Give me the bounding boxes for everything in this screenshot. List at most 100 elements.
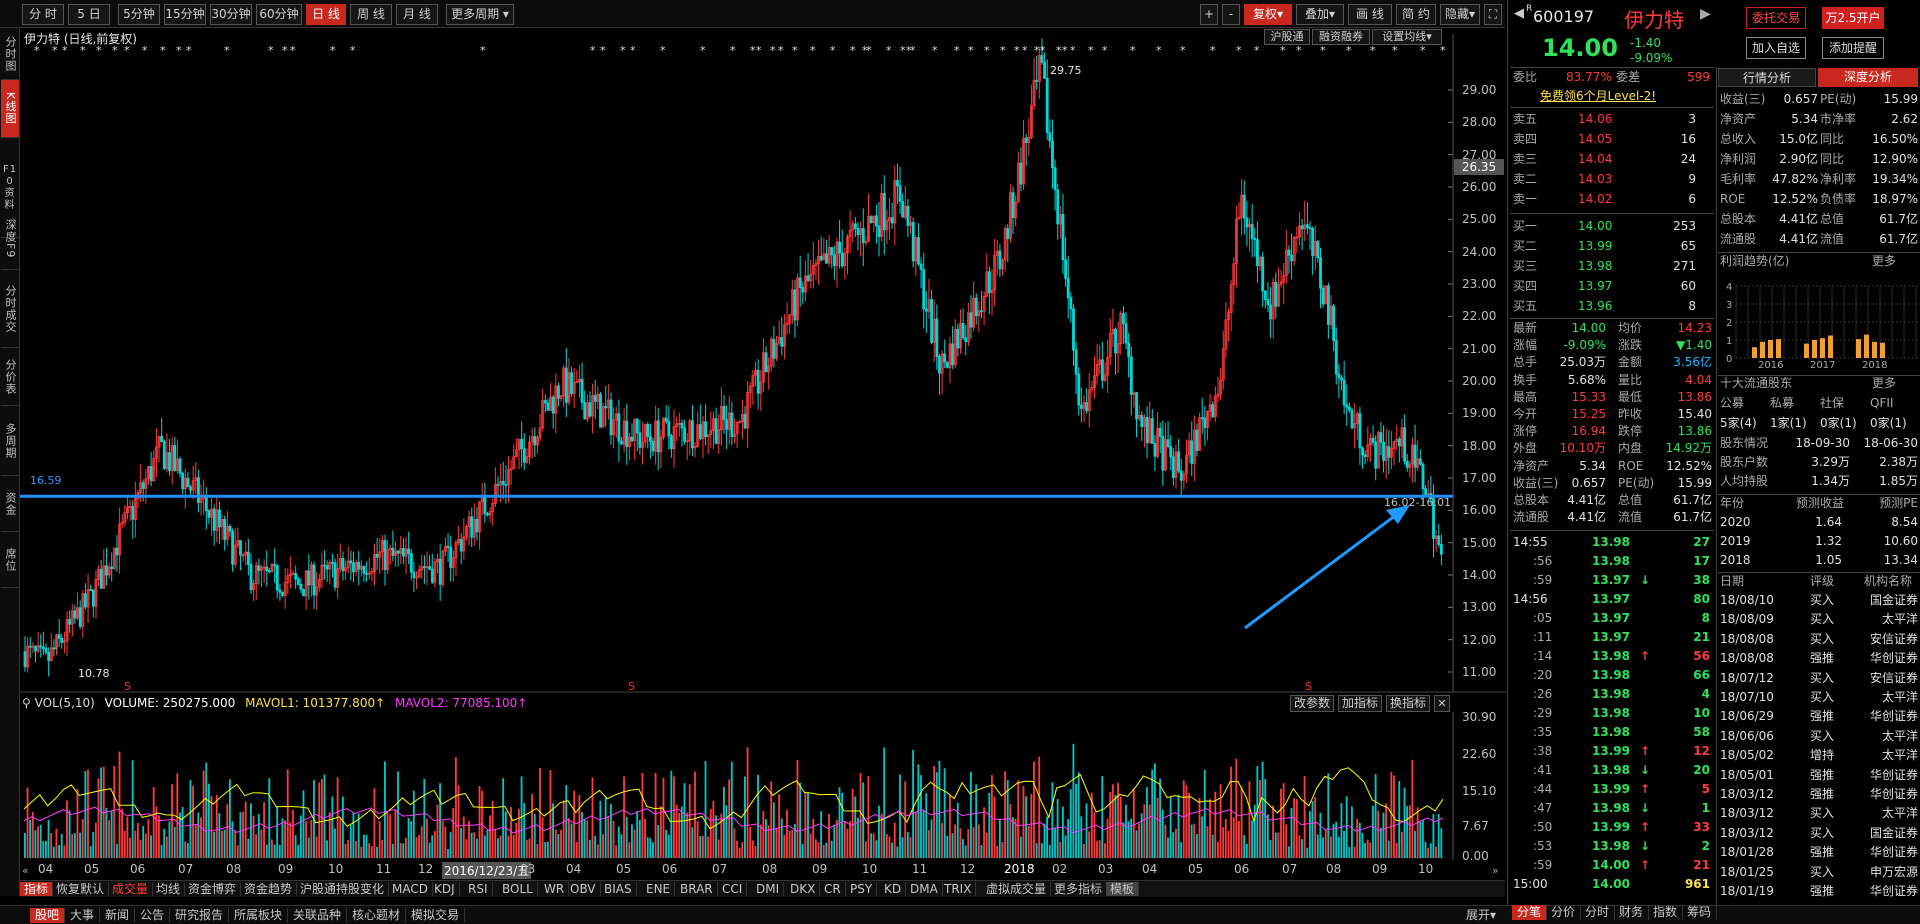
more-periods-button[interactable]: 更多周期 ▾ xyxy=(446,4,514,25)
trade-button[interactable]: 委托交易 xyxy=(1746,7,1806,29)
indicator-tab[interactable]: 均线 xyxy=(152,882,186,896)
indicator-tab[interactable]: CCI xyxy=(718,882,748,896)
more-link[interactable]: 更多 xyxy=(1872,376,1897,390)
period-5min-button[interactable]: 5分钟 xyxy=(118,4,160,25)
indicator-tab[interactable]: 更多指标 xyxy=(1050,882,1108,896)
indicator-tab[interactable]: BIAS xyxy=(600,882,637,896)
overlay-dropdown[interactable]: 叠加▾ xyxy=(1296,4,1344,25)
ma-settings-button[interactable]: 设置均线▾ xyxy=(1372,29,1442,45)
switch-indicator-button[interactable]: 换指标 xyxy=(1386,695,1430,712)
indicator-tab[interactable]: DMI xyxy=(752,882,785,896)
zoom-in-button[interactable]: + xyxy=(1200,4,1218,25)
indicator-tab[interactable]: PSY xyxy=(846,882,878,896)
bottom-tab[interactable]: 关联品种 xyxy=(288,908,348,923)
indicator-tab[interactable]: MACD xyxy=(388,882,433,896)
bottom-tab[interactable]: 模拟交易 xyxy=(406,908,466,923)
next-icon[interactable]: ▶ xyxy=(1700,6,1711,22)
indicator-tab[interactable]: 恢复默认 xyxy=(52,882,110,896)
tab-trades[interactable]: 分时成交 xyxy=(1,270,19,348)
bottom-tab[interactable]: 新闻 xyxy=(100,908,136,923)
right-bottom-tab[interactable]: 分笔 xyxy=(1512,905,1548,920)
indicator-tab[interactable]: 沪股通持股变化 xyxy=(296,882,390,896)
kline-chart[interactable]: * * * * * * * * * * * * * * * * * * * * * * * * * * * * * * * * * ** * * ** *… xyxy=(0,0,1506,880)
tab-capital[interactable]: 资金 xyxy=(1,476,19,532)
indicator-tab[interactable]: WR xyxy=(540,882,570,896)
indicator-tab[interactable]: CR xyxy=(820,882,846,896)
holder-col-value[interactable]: 1家(1) xyxy=(1770,416,1807,430)
indicator-tab[interactable]: ENE xyxy=(642,882,676,896)
indicator-tab[interactable]: TRIX xyxy=(940,882,977,896)
indicator-tab[interactable]: DKX xyxy=(786,882,821,896)
expand-button[interactable]: 展开▾ xyxy=(1466,906,1496,923)
tab-intraday[interactable]: 分时图 xyxy=(1,28,19,80)
candle-body xyxy=(683,427,686,443)
tab-depth-f9[interactable]: 深度F9 xyxy=(1,208,19,270)
period-30min-button[interactable]: 30分钟 xyxy=(210,4,252,25)
holder-col-value[interactable]: 0家(1) xyxy=(1870,416,1907,430)
level2-promo-link[interactable]: 免费领6个月Level-2! xyxy=(1540,89,1657,103)
right-bottom-tab[interactable]: 指数 xyxy=(1648,905,1684,920)
right-bottom-tab[interactable]: 分时 xyxy=(1580,905,1616,920)
indicator-tab[interactable]: BRAR xyxy=(676,882,718,896)
period-weekly-button[interactable]: 周 线 xyxy=(350,4,392,25)
tab-market-analysis[interactable]: 行情分析 xyxy=(1718,68,1816,87)
tab-price-table[interactable]: 分价表 xyxy=(1,348,19,406)
scroll-right-icon[interactable]: » xyxy=(1492,864,1499,877)
period-5day-button[interactable]: 5 日 xyxy=(68,4,110,25)
collapse-icon[interactable]: ◀ xyxy=(1514,6,1524,21)
fullscreen-icon[interactable]: ⛶ xyxy=(1484,4,1502,25)
period-intraday-button[interactable]: 分 时 xyxy=(22,4,64,25)
indicator-tab[interactable]: OBV xyxy=(566,882,601,896)
tab-f10[interactable]: F10资料 xyxy=(1,138,19,238)
indicator-tab[interactable]: 成交量 xyxy=(108,882,154,896)
stat-value: 14.23 xyxy=(1677,321,1712,335)
settings-icon[interactable]: ⚲ xyxy=(22,696,31,710)
indicator-tab[interactable]: 指标 xyxy=(20,882,54,896)
indicator-tab[interactable]: RSI xyxy=(464,882,493,896)
holder-col-value[interactable]: 5家(4) xyxy=(1720,416,1757,430)
indicator-tab[interactable]: 虚拟成交量 xyxy=(982,882,1052,896)
fq-dropdown[interactable]: 复权▾ xyxy=(1244,4,1292,25)
add-alert-button[interactable]: 添加提醒 xyxy=(1822,37,1884,59)
indicator-tab[interactable]: 资金趋势 xyxy=(240,882,298,896)
period-60min-button[interactable]: 60分钟 xyxy=(256,4,302,25)
indicator-tab[interactable]: KDJ xyxy=(430,882,460,896)
draw-line-button[interactable]: 画 线 xyxy=(1348,4,1392,25)
edit-params-button[interactable]: 改参数 xyxy=(1290,695,1334,712)
holder-col-value[interactable]: 0家(1) xyxy=(1820,416,1857,430)
right-bottom-tab[interactable]: 财务 xyxy=(1614,905,1650,920)
margin-button[interactable]: 融资融券 xyxy=(1312,29,1370,45)
bottom-tab[interactable]: 所属板块 xyxy=(229,908,289,923)
open-account-button[interactable]: 万2.5开户 xyxy=(1822,7,1884,29)
add-indicator-button[interactable]: 加指标 xyxy=(1338,695,1382,712)
candle-body xyxy=(170,445,174,472)
zoom-out-button[interactable]: - xyxy=(1222,4,1240,25)
indicator-tab[interactable]: 模板 xyxy=(1106,882,1140,896)
tab-depth-analysis[interactable]: 深度分析 xyxy=(1818,68,1918,87)
indicator-tab[interactable]: KD xyxy=(880,882,907,896)
more-link[interactable]: 更多 xyxy=(1872,254,1897,268)
scroll-left-icon[interactable]: « xyxy=(22,864,29,877)
hk-connect-button[interactable]: 沪股通 xyxy=(1264,29,1310,45)
period-daily-button[interactable]: 日 线 xyxy=(306,4,346,25)
volume-bar xyxy=(607,816,610,858)
indicator-tab[interactable]: 资金博弈 xyxy=(184,882,242,896)
tab-kline[interactable]: K线图 xyxy=(1,80,19,138)
tab-multi-period[interactable]: 多周期 xyxy=(1,406,19,476)
right-bottom-tab[interactable]: 筹码 xyxy=(1682,905,1718,920)
add-watchlist-button[interactable]: 加入自选 xyxy=(1746,37,1806,59)
bottom-tab[interactable]: 公告 xyxy=(135,908,171,923)
bottom-tab[interactable]: 研究报告 xyxy=(170,908,230,923)
close-icon[interactable]: ✕ xyxy=(1434,695,1450,712)
bottom-tab[interactable]: 核心题材 xyxy=(347,908,407,923)
indicator-tab[interactable]: DMA xyxy=(906,882,943,896)
period-15min-button[interactable]: 15分钟 xyxy=(164,4,206,25)
hide-button[interactable]: 隐藏▾ xyxy=(1440,4,1480,25)
simple-mode-button[interactable]: 简 约 xyxy=(1396,4,1436,25)
bottom-tab[interactable]: 股吧 xyxy=(30,908,66,923)
tab-seats[interactable]: 席位 xyxy=(1,532,19,588)
period-monthly-button[interactable]: 月 线 xyxy=(396,4,438,25)
indicator-tab[interactable]: BOLL xyxy=(498,882,538,896)
bottom-tab[interactable]: 大事 xyxy=(65,908,101,923)
right-bottom-tab[interactable]: 分价 xyxy=(1546,905,1582,920)
